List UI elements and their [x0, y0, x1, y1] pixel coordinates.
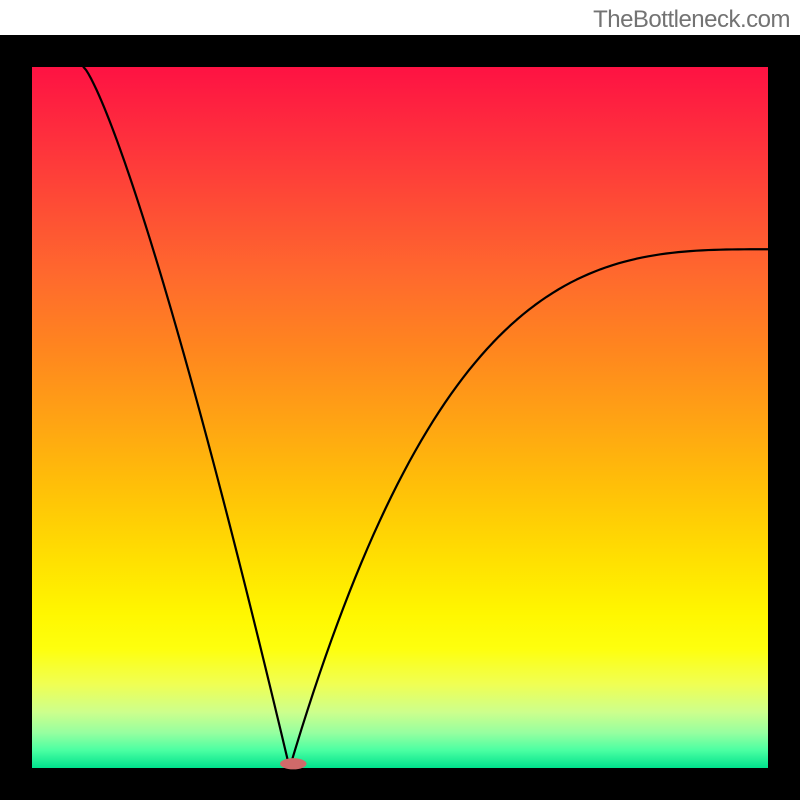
plot-area [32, 67, 768, 768]
optimum-marker [280, 758, 307, 769]
bottleneck-chart [0, 35, 800, 800]
watermark-text: TheBottleneck.com [593, 6, 790, 34]
chart-frame [0, 35, 800, 800]
